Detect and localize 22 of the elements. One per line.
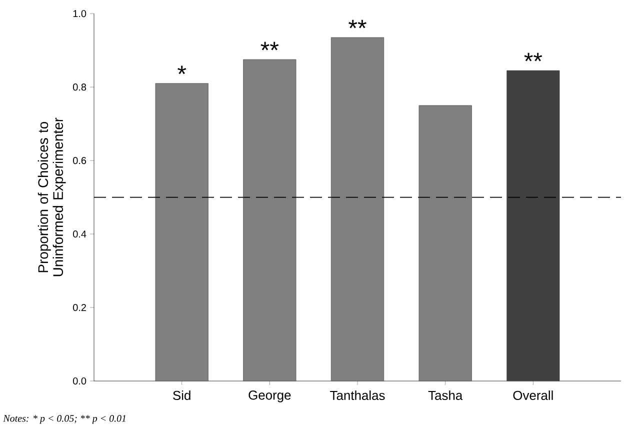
bar	[506, 70, 560, 382]
y-tick-label: 0.0	[73, 377, 86, 385]
x-tick-label: George	[248, 390, 291, 402]
annotation: **	[524, 52, 542, 62]
y-tick-label: 0.8	[73, 84, 86, 91]
y-tick-label: 0.2	[73, 304, 86, 312]
bar	[418, 105, 472, 382]
bar	[155, 83, 208, 382]
y-tick-label: 0.6	[73, 157, 86, 164]
bar	[330, 37, 384, 382]
annotation: **	[348, 20, 366, 28]
x-tick-label: Tasha	[428, 390, 463, 400]
bar	[243, 59, 296, 382]
text: Notes: * p < 0.05; ** p < 0.01	[3, 415, 126, 424]
annotation: **	[260, 42, 279, 50]
annotation: *	[178, 66, 186, 74]
x-tick-label: Overall	[513, 390, 553, 400]
x-tick-label: Sid	[173, 390, 190, 400]
y-tick-label: 0.4	[73, 230, 86, 238]
y-axis-title: Proportion of Choices to Uninformed Experimenter	[38, 118, 66, 276]
x-tick-label: Tanthalas	[330, 390, 385, 400]
y-tick-label: 1.0	[73, 10, 86, 18]
